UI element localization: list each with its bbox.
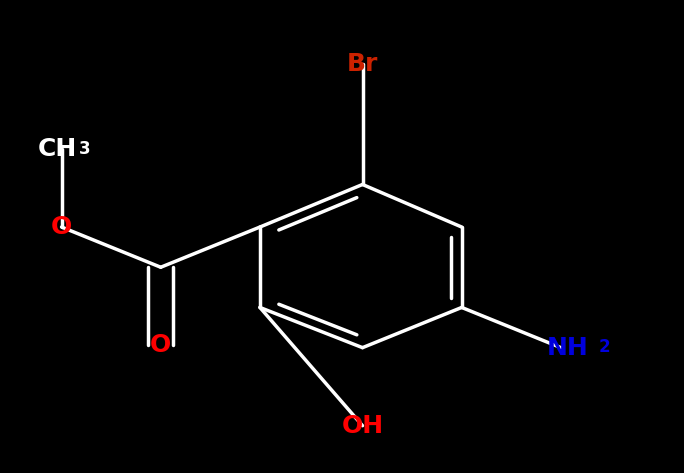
Text: OH: OH [341, 414, 384, 438]
Text: O: O [51, 215, 73, 239]
Text: Br: Br [347, 52, 378, 76]
Text: 2: 2 [598, 338, 610, 356]
Text: CH: CH [38, 137, 77, 161]
Text: O: O [150, 333, 172, 357]
Text: NH: NH [547, 336, 589, 359]
Text: 3: 3 [79, 140, 90, 158]
